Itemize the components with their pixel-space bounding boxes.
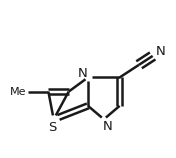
Text: S: S [48,122,56,134]
Text: N: N [78,67,88,80]
Text: N: N [102,120,112,133]
Text: Me: Me [10,87,26,97]
Text: N: N [155,45,165,58]
